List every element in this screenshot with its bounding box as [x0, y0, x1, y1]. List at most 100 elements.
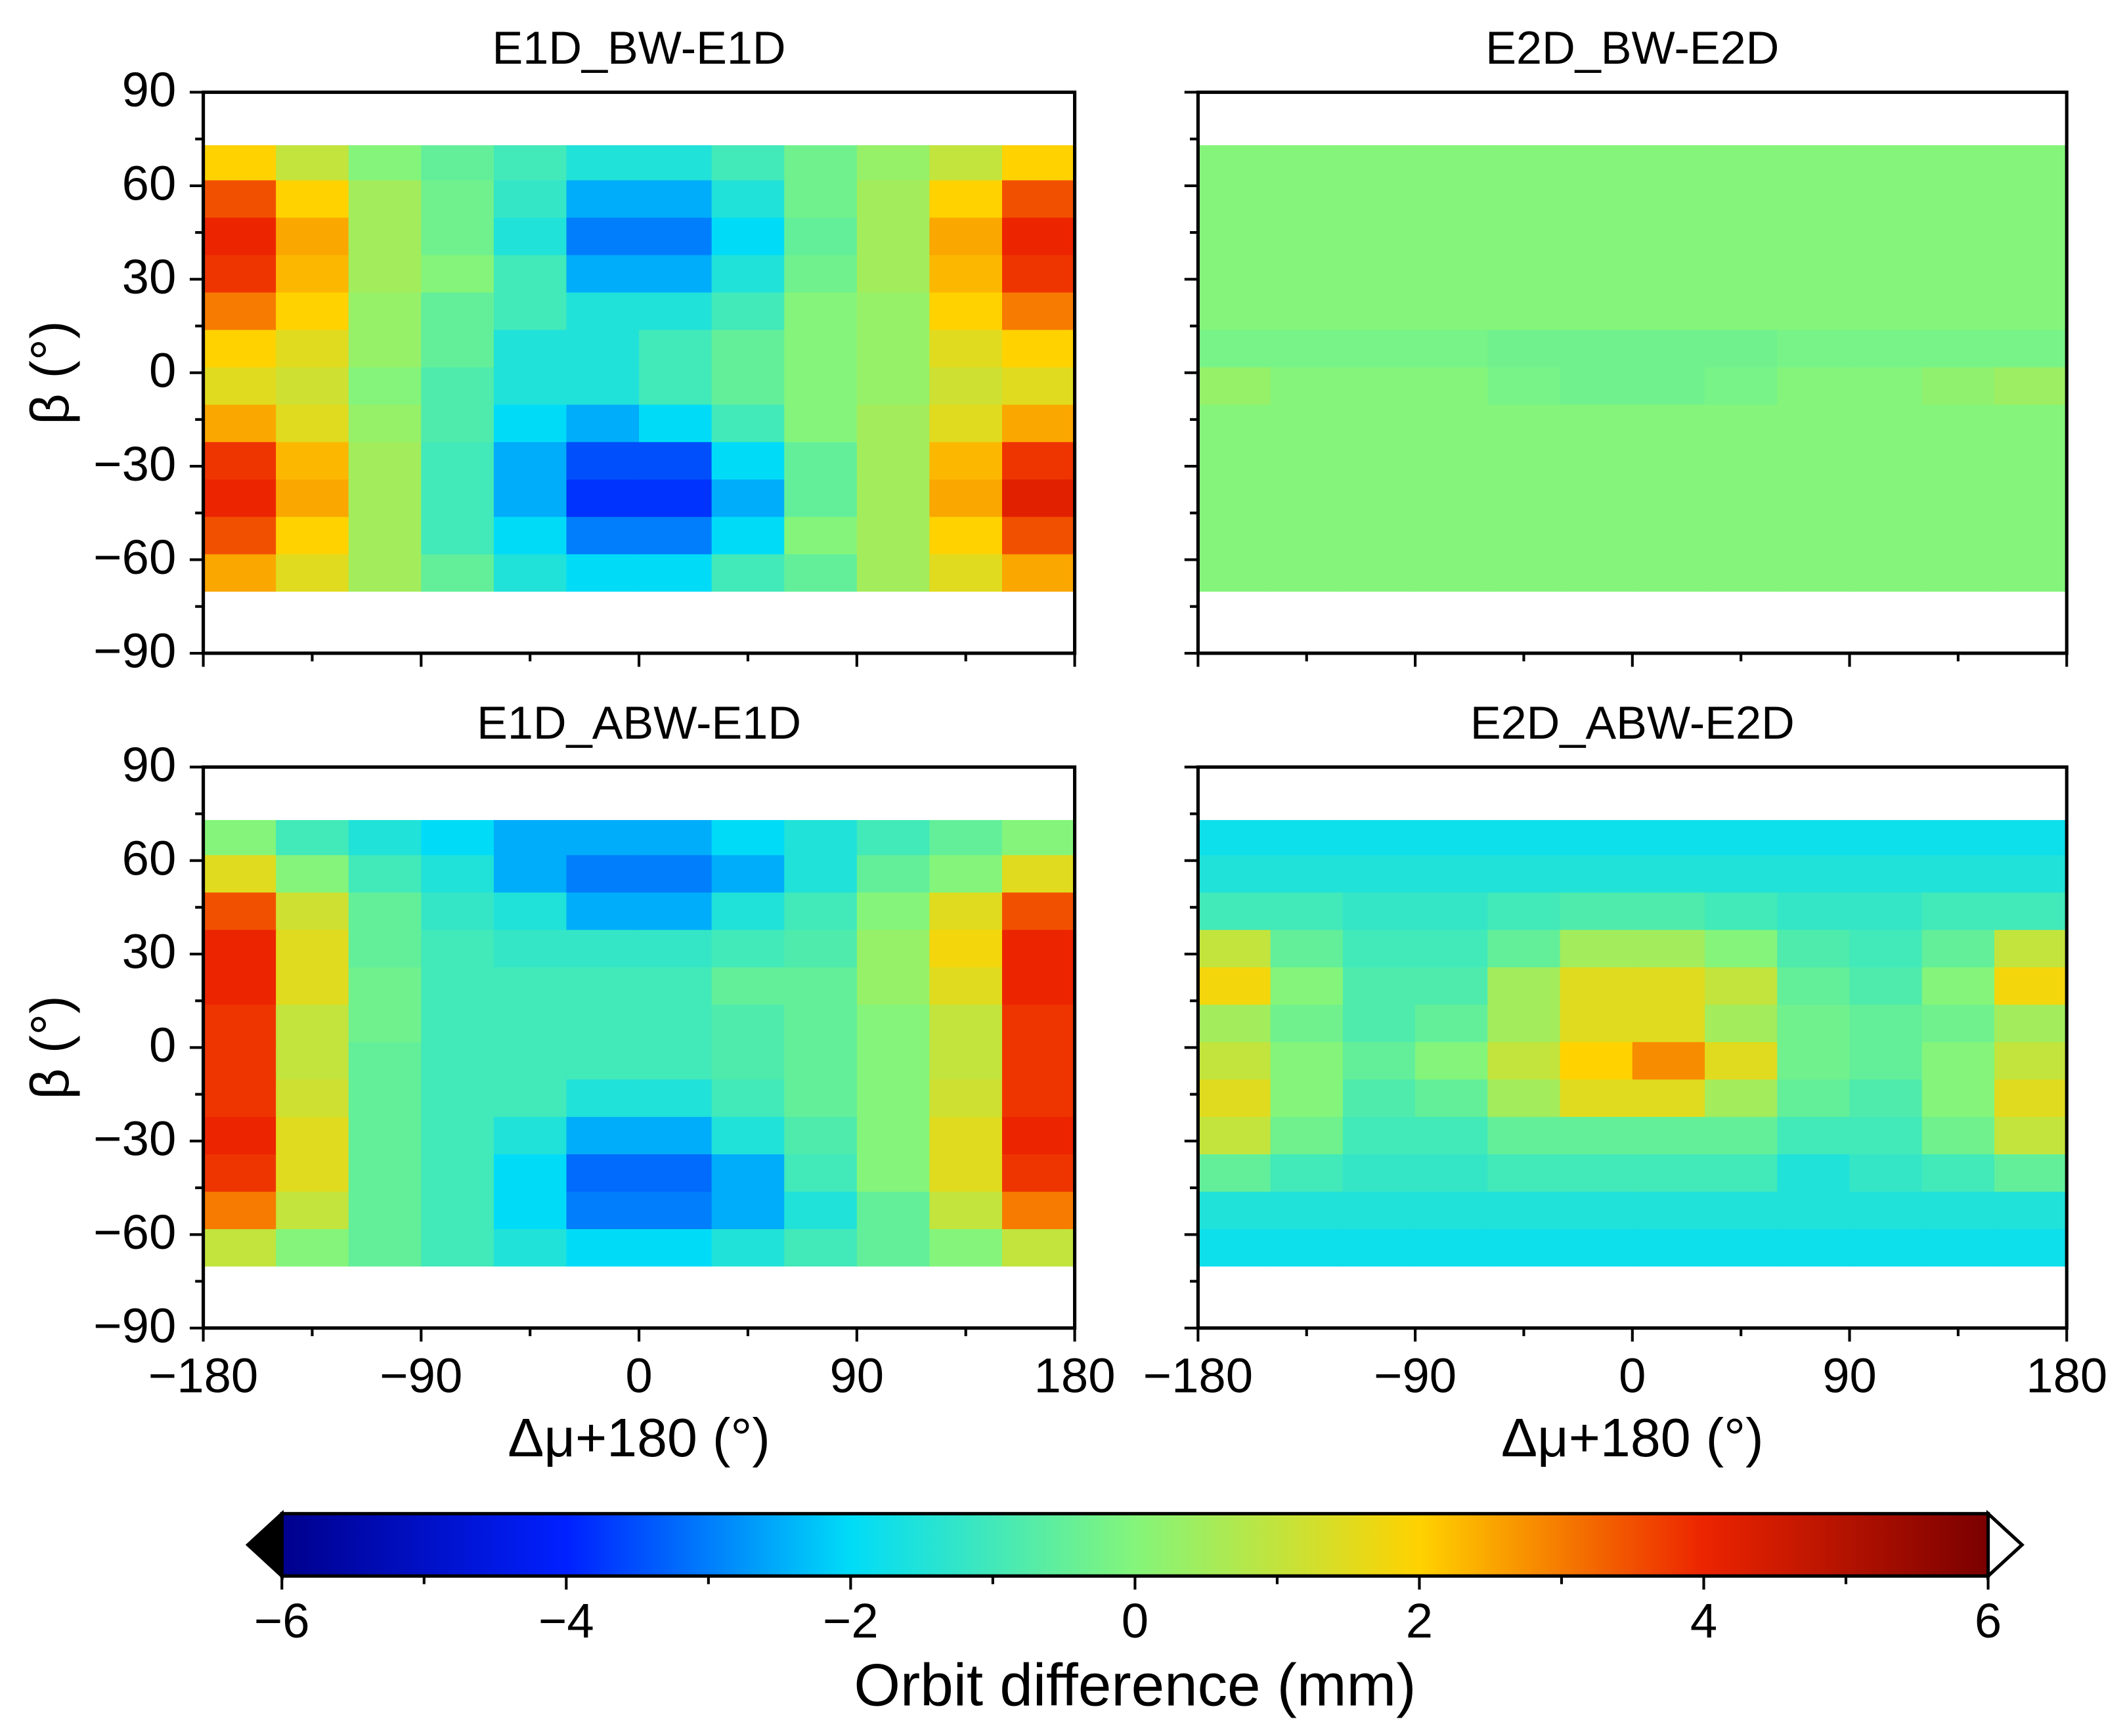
heatmap-cell — [1994, 292, 2068, 330]
heatmap-cell — [1632, 1116, 1706, 1155]
heatmap-cell — [711, 329, 785, 368]
heatmap-cell — [1632, 329, 1706, 368]
heatmap-cell — [348, 292, 422, 330]
heatmap-cell — [1270, 1228, 1344, 1267]
heatmap-cell — [1632, 819, 1706, 856]
heatmap-cell — [203, 179, 277, 218]
heatmap-cell — [1994, 1190, 2068, 1229]
heatmap-cell — [1487, 929, 1561, 968]
heatmap-cell — [493, 1003, 567, 1043]
heatmap-cell — [1342, 854, 1416, 893]
heatmap-cell — [566, 1228, 640, 1267]
heatmap-cell — [421, 854, 495, 893]
heatmap-cell — [203, 929, 277, 968]
heatmap-cell — [1560, 1041, 1634, 1080]
heatmap-cell — [566, 145, 640, 181]
heatmap-cell — [1994, 1153, 2068, 1192]
heatmap-cell — [566, 1116, 640, 1155]
heatmap-cell — [1632, 929, 1706, 968]
heatmap-cell — [1198, 854, 1271, 893]
heatmap-cell — [1270, 1116, 1344, 1155]
panel-title: E1D_BW-E1D — [493, 22, 786, 74]
heatmap-cell — [348, 553, 422, 592]
heatmap-cell — [493, 1116, 567, 1155]
heatmap-cell — [203, 292, 277, 330]
panel: −90 −60 −30 0 30 60 90 E1D_BW-E1D β (°) — [20, 22, 1077, 678]
heatmap-cell — [348, 217, 422, 255]
x-tick-label: 90 — [830, 1349, 885, 1403]
heatmap-cell — [1487, 145, 1561, 181]
heatmap-cell — [711, 404, 785, 443]
heatmap-cell — [493, 892, 567, 930]
heatmap-cell — [1001, 254, 1076, 293]
heatmap-cell — [1994, 254, 2068, 293]
heatmap-cell — [493, 217, 567, 255]
heatmap-cell — [1705, 929, 1778, 968]
heatmap-cell — [1487, 1153, 1561, 1192]
heatmap-cell — [929, 366, 1003, 405]
heatmap-cell — [493, 553, 567, 592]
heatmap-cell — [276, 1190, 349, 1229]
heatmap-cell — [1560, 441, 1634, 480]
heatmap-cell — [639, 217, 712, 255]
y-tick-label: −30 — [93, 437, 176, 491]
heatmap-cell — [639, 329, 712, 368]
heatmap-cell — [929, 179, 1003, 218]
heatmap-cell — [784, 516, 858, 555]
heatmap-cell — [1849, 441, 1923, 480]
heatmap-cell — [1270, 966, 1344, 1005]
heatmap-cell — [1487, 217, 1561, 255]
heatmap-cell — [1198, 217, 1271, 255]
heatmap-cell — [1777, 145, 1851, 181]
heatmap-cell — [1270, 1153, 1344, 1192]
heatmap-cell — [929, 929, 1003, 968]
heatmap-cell — [276, 1153, 349, 1192]
heatmap-cell — [1921, 1003, 1996, 1043]
heatmap-cell — [1632, 217, 1706, 255]
heatmap-cell — [1001, 292, 1076, 330]
heatmap-cell — [566, 404, 640, 443]
heatmap-cell — [1487, 329, 1561, 368]
heatmap-cell — [639, 1116, 712, 1155]
heatmap-cell — [1270, 441, 1344, 480]
heatmap-cell — [421, 553, 495, 592]
heatmap-cell — [711, 892, 785, 930]
heatmap-cell — [1198, 404, 1271, 443]
heatmap-cell — [1777, 1003, 1851, 1043]
heatmap-cell — [1849, 329, 1923, 368]
heatmap-cell — [203, 1041, 277, 1080]
heatmap-cell — [1487, 1228, 1561, 1267]
heatmap-cell — [856, 292, 931, 330]
heatmap-cell — [566, 292, 640, 330]
heatmap-cell — [1487, 479, 1561, 517]
heatmap-cell — [203, 441, 277, 480]
heatmap-cell — [784, 892, 858, 930]
heatmap-cell — [1001, 1078, 1076, 1118]
heatmap-cell — [566, 441, 640, 480]
heatmap-cell — [1415, 1003, 1489, 1043]
heatmap-cell — [1415, 1041, 1489, 1080]
heatmap-cell — [203, 329, 277, 368]
heatmap-cell — [493, 819, 567, 856]
heatmap-cell — [276, 553, 349, 592]
heatmap-cell — [1560, 966, 1634, 1005]
heatmap-cell — [929, 1041, 1003, 1080]
heatmap-cell — [1487, 1078, 1561, 1118]
heatmap-cell — [929, 1153, 1003, 1192]
heatmap-cell — [1560, 854, 1634, 893]
heatmap-cell — [566, 254, 640, 293]
heatmap-cell — [856, 854, 931, 893]
heatmap-cell — [1001, 1116, 1076, 1155]
heatmap-cell — [493, 516, 567, 555]
panel: −180 −90 0 90 180−90−60−300306090E1D_ABW-E1D… — [20, 697, 1115, 1468]
heatmap-cell — [203, 516, 277, 555]
heatmap-cell — [1001, 1190, 1076, 1229]
heatmap-cell — [1342, 441, 1416, 480]
heatmap-cell — [1705, 254, 1778, 293]
y-tick-label: −60 — [93, 530, 176, 584]
heatmap-cell — [639, 441, 712, 480]
heatmap-cell — [711, 1041, 785, 1080]
x-tick-label: 0 — [1619, 1349, 1646, 1403]
heatmap-cell — [1777, 892, 1851, 930]
heatmap-cell — [276, 516, 349, 555]
